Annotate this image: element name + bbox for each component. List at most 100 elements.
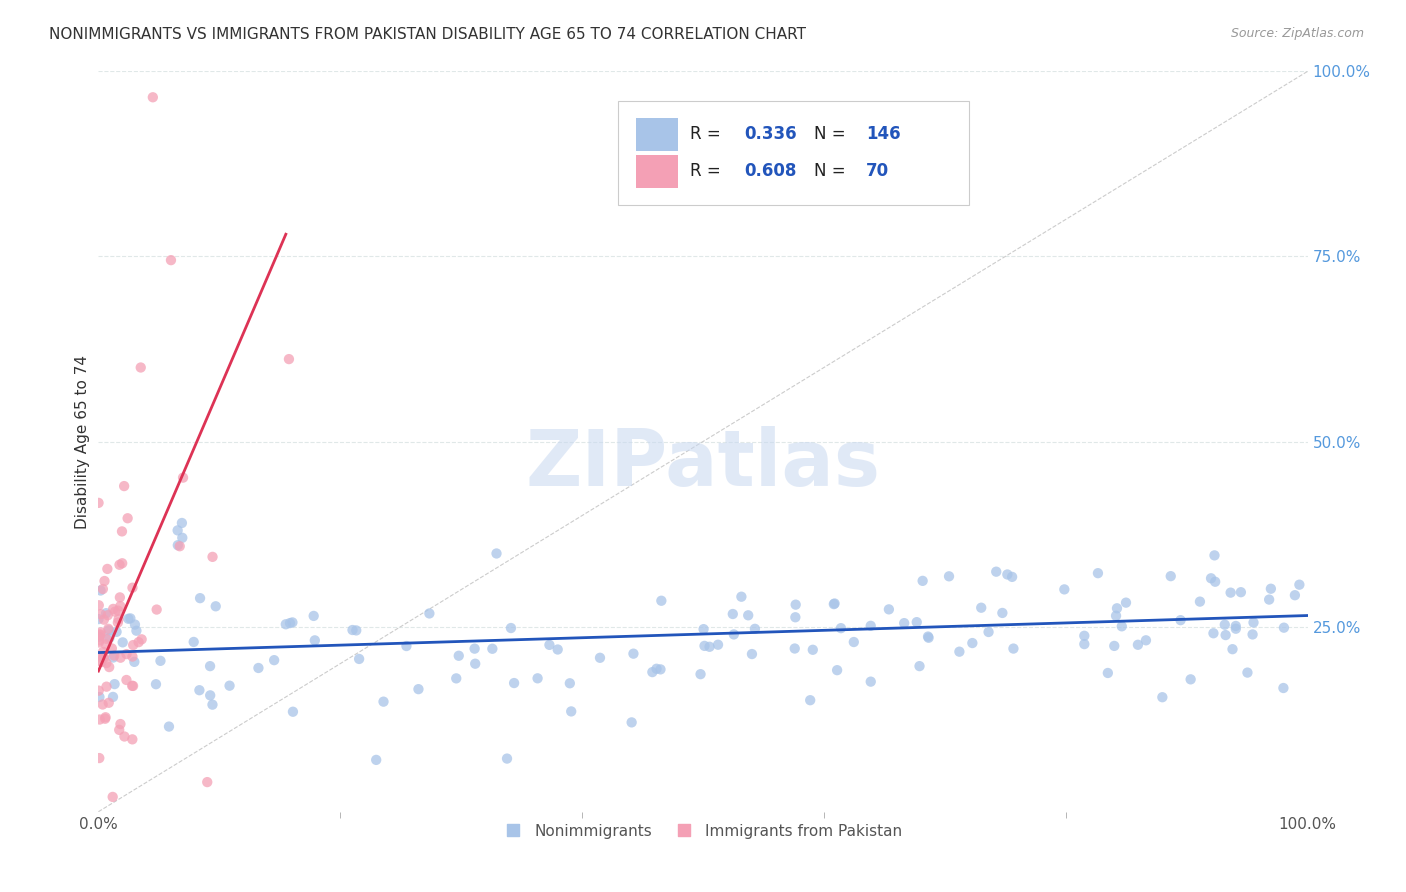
Point [117, 511, 139, 525]
Point [170, 516, 193, 530]
Point [157, 720, 180, 734]
Point [1002, 641, 1025, 656]
Point [142, 90, 165, 104]
Point [730, 590, 752, 604]
Point [195, 775, 218, 789]
Point [302, 608, 325, 623]
Point [785, 598, 807, 612]
Point [129, 360, 152, 375]
Point [201, 698, 224, 712]
Point [799, 693, 821, 707]
Point [905, 615, 928, 629]
Point [1213, 617, 1236, 632]
Point [94, 710, 117, 724]
Point [97, 696, 120, 710]
Point [122, 638, 145, 652]
Point [111, 524, 134, 539]
Point [93, 651, 115, 665]
Point [120, 611, 142, 625]
Point [499, 621, 522, 635]
Point [145, 602, 167, 616]
Point [1219, 585, 1241, 599]
Point [90, 654, 112, 668]
Point [111, 556, 134, 570]
Point [589, 650, 612, 665]
Point [485, 546, 508, 560]
Point [91, 582, 114, 596]
Point [104, 677, 127, 691]
Point [107, 612, 129, 626]
Point [101, 641, 124, 656]
Point [1225, 619, 1247, 633]
Point [995, 567, 1018, 582]
Point [108, 558, 131, 572]
Point [172, 531, 194, 545]
Point [741, 647, 763, 661]
Point [859, 674, 882, 689]
Point [1097, 665, 1119, 680]
Point [97, 624, 120, 638]
Point [131, 632, 153, 647]
Point [281, 705, 304, 719]
Point [124, 617, 146, 632]
Point [90, 607, 112, 622]
Point [481, 641, 503, 656]
Point [693, 639, 716, 653]
Point [96, 656, 118, 670]
Point [464, 641, 486, 656]
Point [650, 662, 672, 676]
Text: R =: R = [690, 162, 725, 180]
Point [1188, 594, 1211, 608]
Point [645, 662, 668, 676]
Point [124, 655, 146, 669]
Point [1073, 629, 1095, 643]
Point [1105, 608, 1128, 623]
Point [105, 624, 128, 639]
Point [1204, 549, 1226, 563]
Point [1170, 613, 1192, 627]
Point [110, 717, 132, 731]
Point [699, 640, 721, 654]
Point [721, 607, 744, 621]
Point [101, 789, 124, 804]
Point [842, 635, 865, 649]
Point [1180, 673, 1202, 687]
Point [183, 635, 205, 649]
Point [218, 679, 240, 693]
Point [87, 496, 110, 510]
Point [87, 635, 110, 649]
Point [785, 610, 807, 624]
Point [1104, 639, 1126, 653]
Point [418, 607, 440, 621]
Point [783, 641, 806, 656]
Point [89, 627, 111, 641]
Text: N =: N = [814, 125, 851, 144]
Text: Source: ZipAtlas.com: Source: ZipAtlas.com [1230, 27, 1364, 40]
Point [87, 599, 110, 613]
Point [97, 622, 120, 636]
Point [1241, 627, 1264, 641]
Point [1160, 569, 1182, 583]
Point [160, 253, 183, 268]
Point [917, 631, 939, 645]
Text: 146: 146 [866, 125, 901, 144]
Point [87, 630, 110, 644]
Text: 70: 70 [866, 162, 890, 180]
Point [96, 680, 118, 694]
FancyBboxPatch shape [637, 155, 678, 187]
Point [948, 645, 970, 659]
Point [103, 648, 125, 663]
Point [98, 660, 121, 674]
Point [114, 730, 136, 744]
Point [366, 753, 388, 767]
Point [96, 562, 118, 576]
Point [641, 665, 664, 679]
Point [87, 683, 110, 698]
Point [1243, 615, 1265, 630]
Point [149, 654, 172, 668]
Point [94, 712, 117, 726]
Point [1115, 596, 1137, 610]
Point [89, 751, 111, 765]
Text: R =: R = [690, 125, 725, 144]
Point [547, 642, 569, 657]
